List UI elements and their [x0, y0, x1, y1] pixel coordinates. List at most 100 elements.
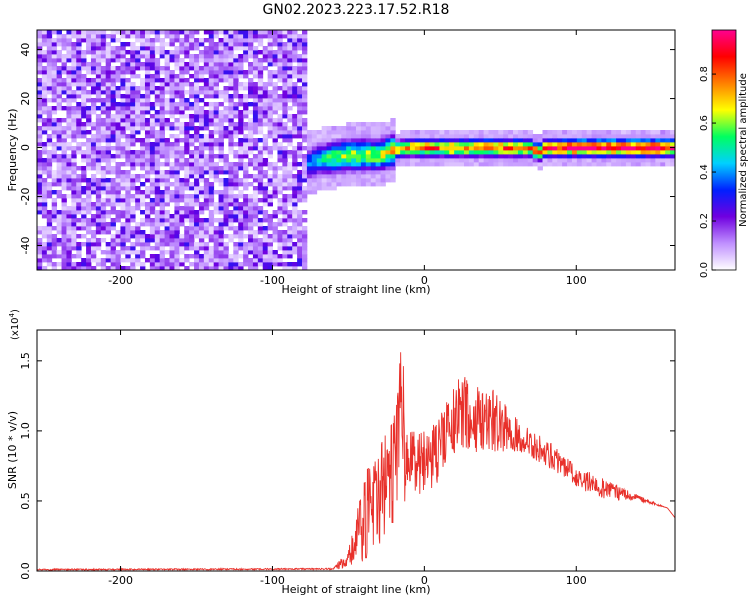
heatmap-cell — [174, 66, 180, 71]
heatmap-cell — [76, 174, 82, 179]
heatmap-cell — [51, 174, 58, 179]
snr-ytick-label: 1.5 — [19, 352, 32, 370]
heatmap-cell — [331, 134, 337, 139]
heatmap-cell — [243, 46, 249, 51]
heatmap-cell — [665, 154, 671, 159]
heatmap-cell — [164, 162, 170, 167]
heatmap-cell — [37, 106, 43, 111]
heatmap-cell — [115, 234, 121, 239]
heatmap-cell — [218, 218, 224, 223]
heatmap-cell — [194, 98, 200, 103]
heatmap-cell — [61, 134, 67, 139]
heatmap-cell — [194, 118, 200, 123]
heatmap-cell — [159, 110, 165, 115]
heatmap-cell — [272, 74, 278, 79]
heatmap-cell — [179, 146, 185, 151]
heatmap-cell — [297, 178, 303, 183]
heatmap-cell — [292, 66, 298, 71]
heatmap-cell — [66, 66, 72, 71]
heatmap-cell — [302, 266, 308, 270]
heatmap-cell — [223, 170, 229, 175]
heatmap-cell — [46, 154, 53, 159]
heatmap-cell — [272, 234, 278, 239]
heatmap-cell — [208, 42, 215, 47]
heatmap-cell — [405, 150, 411, 155]
heatmap-cell — [567, 146, 573, 151]
heatmap-cell — [179, 158, 185, 163]
heatmap-cell — [159, 78, 165, 83]
heatmap-cell — [140, 78, 146, 83]
heatmap-cell — [208, 190, 215, 195]
heatmap-cell — [61, 250, 67, 255]
heatmap-cell — [262, 46, 269, 51]
heatmap-cell — [189, 54, 195, 59]
heatmap-cell — [198, 210, 205, 215]
heatmap-cell — [483, 154, 489, 159]
heatmap-cell — [61, 214, 67, 219]
heatmap-cell — [233, 102, 239, 107]
heatmap-cell — [130, 174, 136, 179]
heatmap-cell — [473, 150, 480, 155]
heatmap-cell — [164, 66, 170, 71]
heatmap-cell — [449, 146, 455, 151]
heatmap-cell — [591, 158, 597, 163]
heatmap-cell — [213, 250, 219, 255]
heatmap-cell — [287, 78, 293, 83]
heatmap-cell — [115, 210, 121, 215]
heatmap-cell — [302, 94, 308, 99]
heatmap-cell — [115, 146, 121, 151]
heatmap-cell — [218, 138, 224, 143]
heatmap-cell — [208, 110, 215, 115]
heatmap-cell — [252, 162, 259, 167]
heatmap-cell — [252, 222, 259, 227]
heatmap-cell — [110, 226, 116, 231]
heatmap-cell — [115, 110, 121, 115]
heatmap-cell — [277, 206, 283, 211]
heatmap-cell — [149, 118, 156, 123]
heatmap-cell — [174, 38, 180, 43]
heatmap-cell — [267, 202, 273, 207]
heatmap-cell — [125, 162, 131, 167]
heatmap-cell — [125, 138, 131, 143]
heatmap-cell — [159, 114, 165, 119]
heatmap-cell — [179, 210, 185, 215]
heatmap-cell — [174, 150, 180, 155]
heatmap-cell — [257, 158, 264, 163]
heatmap-cell — [110, 130, 116, 135]
heatmap-cell — [272, 42, 278, 47]
heatmap-cell — [223, 266, 229, 270]
heatmap-cell — [601, 146, 607, 151]
heatmap-cell — [164, 50, 170, 55]
heatmap-cell — [86, 62, 92, 67]
heatmap-cell — [95, 182, 102, 187]
heatmap-cell — [125, 178, 131, 183]
heatmap-cell — [547, 150, 553, 155]
heatmap-cell — [179, 78, 185, 83]
heatmap-cell — [130, 74, 136, 79]
heatmap-cell — [100, 130, 107, 135]
heatmap-cell — [56, 118, 62, 123]
heatmap-cell — [414, 130, 421, 135]
heatmap-cell — [287, 166, 293, 171]
heatmap-cell — [341, 138, 347, 143]
heatmap-cell — [292, 218, 298, 223]
heatmap-cell — [140, 86, 146, 91]
heatmap-cell — [95, 54, 102, 59]
heatmap-cell — [321, 138, 327, 143]
heatmap-cell — [248, 202, 254, 207]
heatmap-cell — [537, 154, 543, 159]
heatmap-cell — [380, 170, 386, 175]
heatmap-cell — [252, 122, 259, 127]
heatmap-cell — [297, 66, 303, 71]
heatmap-cell — [292, 118, 298, 123]
heatmap-cell — [262, 98, 269, 103]
heatmap-cell — [144, 102, 151, 107]
heatmap-cell — [130, 186, 136, 191]
heatmap-cell — [326, 142, 332, 147]
heatmap-cell — [130, 114, 136, 119]
heatmap-cell — [576, 142, 583, 147]
heatmap-cell — [297, 142, 303, 147]
heatmap-cell — [86, 206, 92, 211]
heatmap-cell — [76, 178, 82, 183]
heatmap-cell — [586, 162, 592, 167]
